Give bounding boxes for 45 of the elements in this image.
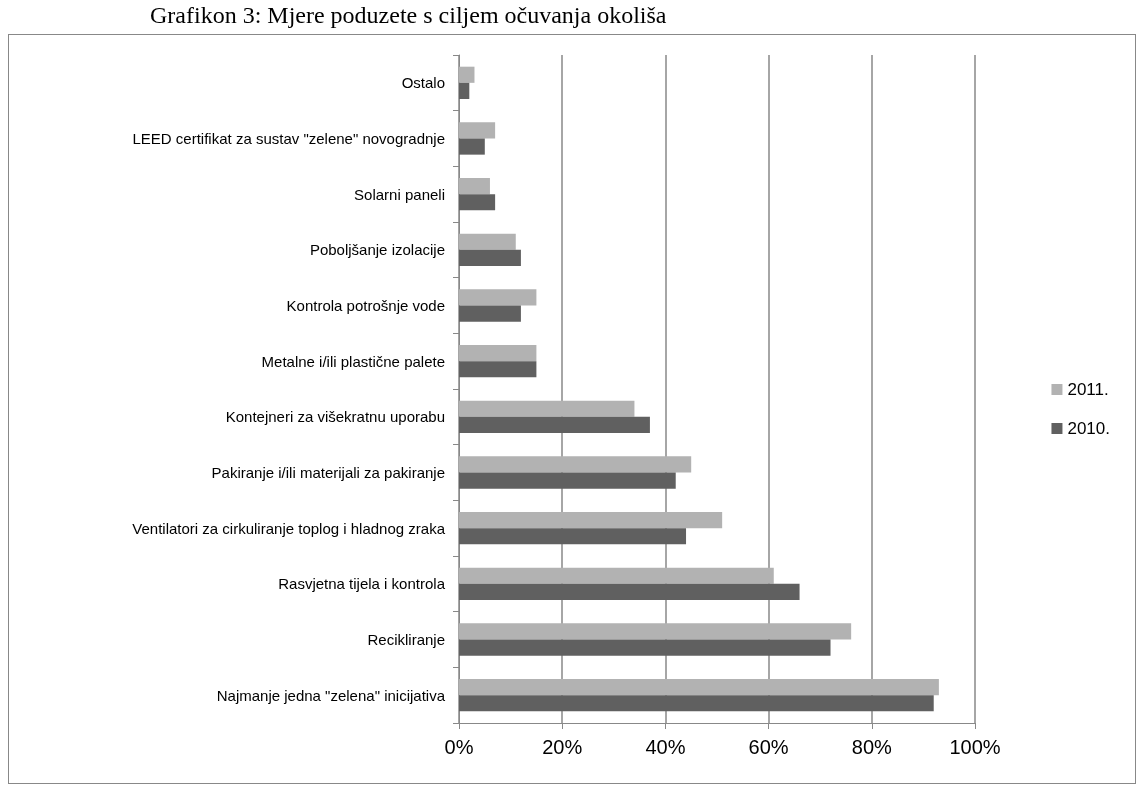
chart-title: Grafikon 3: Mjere poduzete s ciljem očuvanja okoliša (150, 2, 667, 29)
bar (459, 639, 831, 656)
bar (459, 289, 537, 306)
y-tick-label: Poboljšanje izolacije (309, 241, 445, 259)
bar (459, 623, 852, 640)
bar (459, 583, 800, 600)
y-tick-label: Kontrola potrošnje vode (286, 297, 445, 314)
y-tick-label: Kontejneri za višekratnu uporabu (225, 408, 445, 426)
bar (459, 512, 723, 529)
x-tick-label: 80% (851, 736, 893, 758)
bar (459, 194, 496, 211)
bar (459, 567, 774, 584)
bar (459, 456, 692, 473)
bar (459, 122, 496, 139)
bar (459, 361, 537, 378)
y-tick-label: Rasvjetna tijela i kontrola (278, 575, 446, 593)
y-tick-label: Ventilatori za cirkuliranje toplog i hladnog zraka (132, 519, 446, 537)
bar (459, 138, 485, 155)
bar (459, 249, 521, 266)
bar (459, 233, 516, 250)
bar (459, 345, 537, 362)
y-tick-label: Ostalo (401, 74, 445, 92)
bar (459, 82, 470, 99)
y-tick-label: Metalne i/ili plastične palete (261, 352, 445, 370)
bar (459, 400, 635, 417)
y-tick-label: LEED certifikat za sustav "zelene" novogradnje (132, 130, 445, 147)
y-tick-label: Pakiranje i/ili materijali za pakiranje (211, 464, 445, 481)
legend-label: 2010. (1067, 419, 1111, 438)
legend-label: 2011. (1067, 380, 1109, 399)
y-tick-label: Solarni paneli (354, 185, 445, 203)
bar (459, 305, 521, 322)
bar (459, 66, 475, 83)
bar (459, 528, 687, 545)
bar (459, 472, 676, 489)
y-tick-label: Recikliranje (367, 631, 445, 648)
x-tick-label: 60% (748, 736, 789, 758)
bar (459, 416, 650, 433)
x-tick-label: 100% (949, 736, 1001, 758)
bar (459, 178, 490, 195)
x-tick-label: 0% (444, 736, 474, 758)
x-tick-label: 40% (645, 736, 686, 758)
bar (459, 695, 934, 712)
bar (459, 679, 939, 696)
x-tick-label: 20% (542, 736, 583, 758)
y-tick-label: Najmanje jedna "zelena" inicijativa (216, 686, 446, 704)
